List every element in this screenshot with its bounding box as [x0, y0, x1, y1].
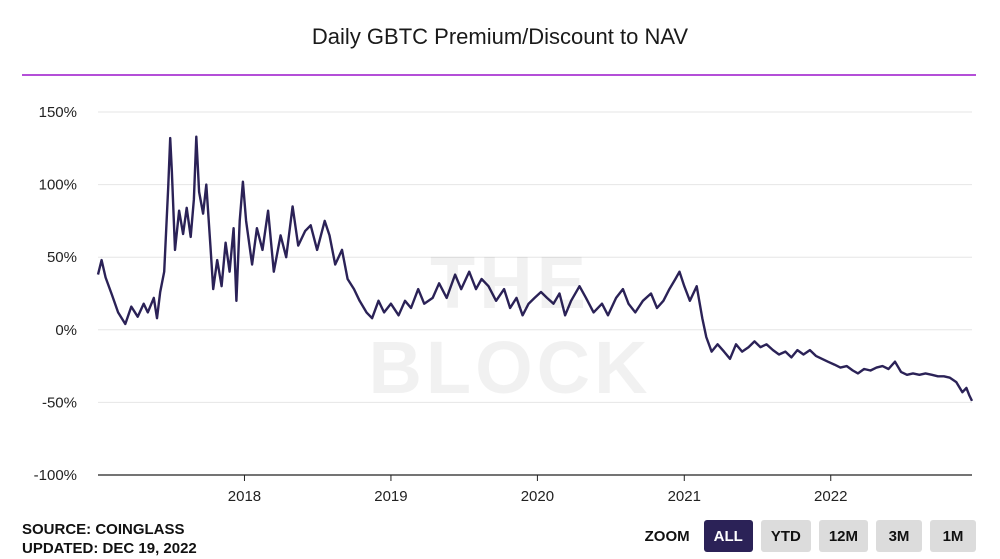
plot-area: -100%-50%0%50%100%150% 2018 2019 2020 2021 2… [34, 104, 974, 505]
y-axis-ticks: -100% -50% 0% 50% 100% 150% [34, 104, 77, 484]
y-tick-label: 150% [39, 104, 77, 121]
source-block: SOURCE: COINGLASS UPDATED: DEC 19, 2022 [22, 520, 197, 558]
zoom-all-button[interactable]: ALL [703, 520, 753, 552]
x-tick-label: 2020 [521, 488, 554, 505]
series-line-gbtc-premium [96, 135, 974, 402]
updated-text: UPDATED: DEC 19, 2022 [22, 540, 197, 557]
y-tick-label: 100% [39, 177, 77, 194]
source-text: SOURCE: COINGLASS [22, 521, 185, 538]
y-tick-label: 0% [55, 322, 77, 339]
zoom-bar: ZOOM ALL YTD 12M 3M 1M [645, 520, 976, 552]
x-tick-label: 2021 [668, 488, 701, 505]
zoom-ytd-button[interactable]: YTD [760, 520, 811, 552]
zoom-1m-button[interactable]: 1M [930, 520, 976, 552]
y-tick-label: 50% [47, 249, 77, 266]
y-tick-label: -100% [34, 467, 77, 484]
zoom-12m-button[interactable]: 12M [818, 520, 868, 552]
title-rule [22, 74, 976, 76]
watermark-logo: THE BLOCK [368, 241, 652, 409]
chart-title: Daily GBTC Premium/Discount to NAV [311, 24, 689, 49]
x-axis-ticks: 2018 2019 2020 2021 2022 [228, 475, 847, 505]
x-tick-label: 2022 [814, 488, 847, 505]
x-tick-label: 2018 [228, 488, 261, 505]
zoom-3m-button[interactable]: 3M [876, 520, 922, 552]
y-tick-label: -50% [42, 394, 77, 411]
x-tick-label: 2019 [374, 488, 407, 505]
zoom-label: ZOOM [644, 527, 690, 545]
